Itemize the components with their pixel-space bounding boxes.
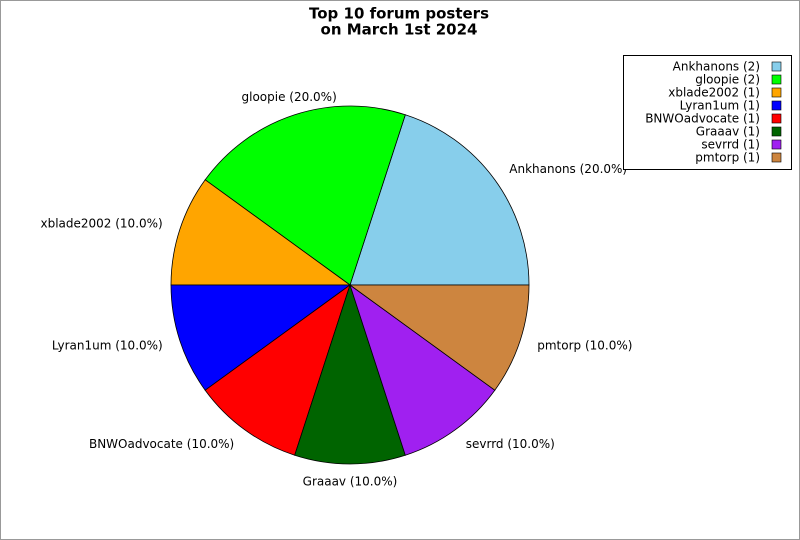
legend-swatch [771, 113, 782, 124]
legend-swatch [771, 74, 782, 85]
pie-slice [349, 114, 530, 286]
chart-title: on March 1st 2024 [321, 21, 478, 39]
pie-slice [204, 283, 351, 456]
legend-swatch [771, 61, 782, 72]
slice-label: xblade2002 (10.0%) [40, 217, 162, 231]
legend-swatch [771, 126, 782, 137]
pie-slice [294, 283, 406, 465]
pie-slice [170, 284, 352, 391]
legend-label: Lyran1um (1) [680, 99, 760, 113]
slice-label: sevrrd (10.0%) [466, 437, 555, 451]
slice-label: gloopie (20.0%) [242, 90, 337, 104]
pie-slice [204, 105, 406, 286]
pie-slice [349, 283, 496, 456]
pie-slice [170, 179, 352, 286]
slice-label: Ankhanons (20.0%) [509, 162, 627, 176]
legend-swatch [771, 152, 782, 163]
chart-title: Top 10 forum posters [309, 5, 489, 23]
slice-label: BNWOadvocate (10.0%) [89, 437, 234, 451]
pie-slice [348, 284, 530, 391]
legend-swatch [771, 87, 782, 98]
legend-label: xblade2002 (1) [668, 86, 760, 100]
legend-label: sevrrd (1) [701, 138, 760, 152]
legend-swatch [771, 139, 782, 150]
legend-box [623, 55, 792, 170]
legend-label: pmtorp (1) [695, 151, 760, 165]
slice-label: Lyran1um (10.0%) [52, 338, 163, 352]
legend-label: Graaav (1) [696, 125, 760, 139]
legend-label: Ankhanons (2) [673, 60, 760, 74]
legend-label: gloopie (2) [695, 73, 760, 87]
slice-label: Graaav (10.0%) [303, 474, 398, 488]
slice-label: pmtorp (10.0%) [537, 338, 632, 352]
legend-swatch [771, 100, 782, 111]
legend-label: BNWOadvocate (1) [645, 112, 760, 126]
